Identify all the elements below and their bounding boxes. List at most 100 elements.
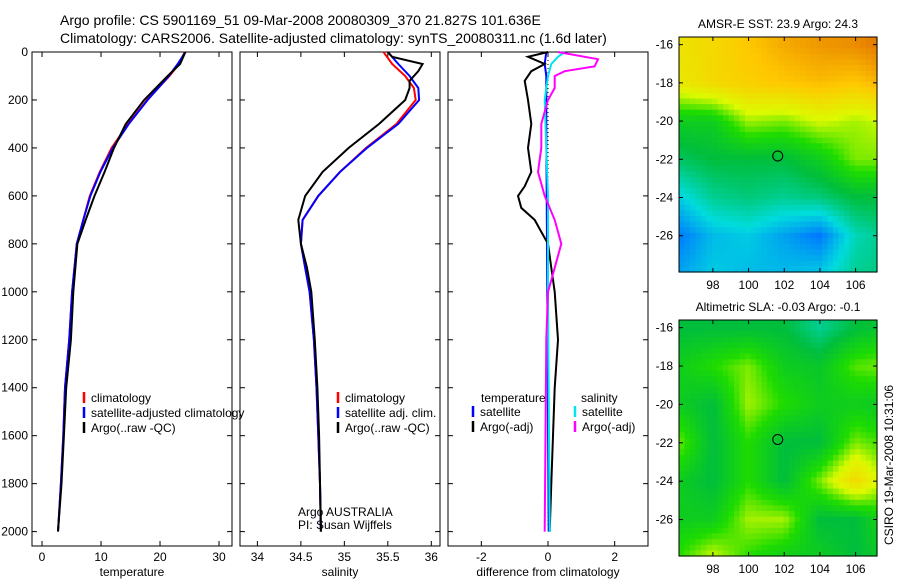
heatmap-cell — [767, 188, 774, 195]
heatmap-cell — [838, 37, 845, 44]
heatmap-cell — [811, 171, 818, 178]
heatmap-cell — [789, 188, 796, 195]
heatmap-cell — [706, 477, 713, 484]
heatmap-cell — [684, 59, 691, 66]
heatmap-cell — [745, 53, 752, 60]
heatmap-cell — [745, 76, 752, 83]
heatmap-cell — [734, 320, 741, 327]
heatmap-cell — [679, 398, 686, 405]
heatmap-cell — [789, 454, 796, 462]
heatmap-cell — [866, 516, 873, 523]
heatmap-cell — [745, 359, 752, 366]
heatmap-cell — [833, 398, 840, 405]
heatmap-cell — [712, 216, 719, 223]
heatmap-cell — [717, 550, 724, 557]
heatmap-cell — [701, 370, 708, 377]
heatmap-cell — [695, 494, 702, 501]
heatmap-cell — [690, 387, 697, 394]
heatmap-cell — [767, 193, 774, 200]
heatmap-cell — [690, 204, 697, 212]
heatmap-cell — [838, 499, 845, 507]
heatmap-cell — [800, 165, 807, 172]
heatmap-cell — [712, 81, 719, 88]
heatmap-cell — [849, 232, 856, 240]
heatmap-cell — [860, 227, 867, 234]
heatmap-cell — [728, 92, 735, 100]
heatmap-cell — [816, 398, 823, 405]
heatmap-cell — [783, 376, 790, 383]
heatmap-cell — [679, 533, 686, 540]
heatmap-cell — [717, 165, 724, 172]
heatmap-cell — [695, 249, 702, 256]
heatmap-cell — [822, 533, 829, 540]
plots-group: 0 10 20 30020040060080010001200140016001800… — [1, 36, 878, 579]
x-tick-label: 98 — [706, 562, 720, 576]
heatmap-cell — [734, 466, 741, 473]
heatmap-cell — [712, 477, 719, 484]
heatmap-cell — [811, 109, 818, 116]
heatmap-cell — [706, 182, 713, 189]
heatmap-cell — [778, 59, 785, 66]
heatmap-cell — [712, 482, 719, 490]
heatmap-cell — [789, 210, 796, 217]
heatmap-cell — [783, 92, 790, 100]
heatmap-cell — [739, 132, 746, 139]
heatmap-cell — [750, 160, 757, 167]
heatmap-cell — [816, 210, 823, 217]
heatmap-cell — [789, 160, 796, 167]
heatmap-cell — [745, 466, 752, 473]
heatmap-cell — [728, 370, 735, 377]
heatmap-cell — [767, 132, 774, 139]
heatmap-cell — [761, 42, 768, 49]
heatmap-cell — [871, 227, 878, 234]
heatmap-cell — [811, 176, 818, 184]
heatmap-cell — [816, 449, 823, 456]
heatmap-cell — [728, 104, 735, 111]
heatmap-cell — [866, 59, 873, 66]
heatmap-cell — [684, 527, 691, 535]
heatmap-cell — [871, 364, 878, 372]
heatmap-cell — [855, 193, 862, 200]
heatmap-cell — [701, 398, 708, 405]
heatmap-cell — [734, 544, 741, 551]
heatmap-cell — [739, 320, 746, 327]
heatmap-cell — [745, 404, 752, 411]
heatmap-cell — [695, 544, 702, 551]
heatmap-cell — [739, 260, 746, 268]
heatmap-cell — [679, 87, 686, 94]
heatmap-cell — [833, 188, 840, 195]
heatmap-cell — [849, 59, 856, 66]
heatmap-cell — [717, 471, 724, 478]
heatmap-cell — [723, 359, 730, 366]
heatmap-cell — [822, 342, 829, 349]
heatmap-cell — [701, 182, 708, 189]
heatmap-cell — [805, 516, 812, 523]
heatmap-cell — [794, 53, 801, 60]
heatmap-cell — [838, 120, 845, 128]
heatmap-cell — [794, 404, 801, 411]
heatmap-cell — [822, 415, 829, 422]
heatmap-cell — [750, 42, 757, 49]
heatmap-cell — [761, 137, 768, 144]
heatmap-cell — [871, 353, 878, 360]
heatmap-cell — [690, 533, 697, 540]
heatmap-cell — [756, 505, 763, 512]
heatmap-cell — [679, 227, 686, 234]
heatmap-cell — [816, 143, 823, 150]
heatmap-cell — [712, 409, 719, 417]
heatmap-cell — [717, 216, 724, 223]
heatmap-cell — [684, 331, 691, 338]
heatmap-cell — [789, 376, 796, 383]
heatmap-cell — [717, 404, 724, 411]
heatmap-cell — [783, 143, 790, 150]
heatmap-cell — [838, 359, 845, 366]
heatmap-cell — [871, 331, 878, 338]
heatmap-cell — [816, 199, 823, 206]
heatmap-cell — [855, 238, 862, 245]
heatmap-cell — [701, 210, 708, 217]
heatmap-cell — [712, 460, 719, 467]
heatmap-cell — [811, 137, 818, 144]
heatmap-cell — [800, 216, 807, 223]
heatmap-cell — [860, 449, 867, 456]
heatmap-cell — [811, 353, 818, 360]
